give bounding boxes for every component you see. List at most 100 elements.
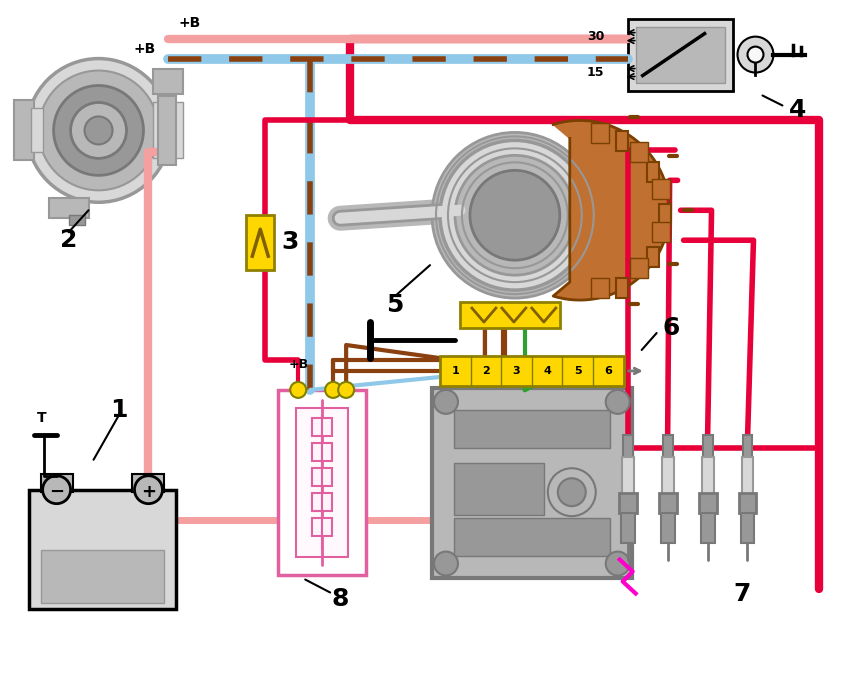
Circle shape	[434, 390, 458, 414]
Polygon shape	[554, 121, 670, 300]
Bar	[302, 427, 343, 442]
Bar	[247, 215, 274, 270]
Circle shape	[548, 469, 596, 516]
Bar	[636, 27, 725, 82]
Bar	[48, 198, 88, 219]
Text: 6: 6	[605, 366, 612, 376]
Circle shape	[606, 390, 630, 414]
Bar	[630, 142, 648, 162]
Text: 8: 8	[331, 588, 349, 612]
Bar	[312, 468, 332, 486]
Text: Τ: Τ	[36, 411, 46, 425]
Bar	[302, 540, 343, 556]
Text: 3: 3	[513, 366, 521, 376]
Bar	[302, 408, 343, 423]
Text: 5: 5	[387, 293, 404, 317]
Bar	[460, 302, 560, 328]
Bar	[432, 388, 631, 577]
Circle shape	[455, 155, 574, 275]
Circle shape	[85, 116, 112, 145]
Bar	[701, 512, 714, 543]
Bar	[658, 493, 676, 512]
Circle shape	[54, 86, 144, 175]
Bar	[30, 108, 42, 152]
Bar	[740, 512, 754, 543]
Text: 2: 2	[482, 366, 490, 376]
Text: +B: +B	[288, 358, 308, 371]
Bar	[628, 18, 733, 90]
Bar	[662, 457, 674, 516]
Bar	[296, 408, 348, 557]
Text: −: −	[49, 483, 64, 501]
Text: 2: 2	[60, 228, 77, 252]
Circle shape	[325, 382, 341, 398]
Bar	[302, 522, 343, 536]
Bar	[454, 410, 610, 448]
Circle shape	[434, 551, 458, 575]
Bar	[742, 435, 753, 457]
Bar	[302, 464, 343, 479]
Bar	[440, 356, 624, 386]
Text: +B: +B	[178, 16, 201, 29]
Bar	[616, 277, 628, 298]
Bar	[41, 549, 164, 603]
Bar	[647, 247, 659, 266]
Bar	[699, 493, 716, 512]
Bar	[661, 512, 675, 543]
Bar	[454, 463, 544, 514]
Text: 30: 30	[587, 30, 605, 43]
Bar	[623, 435, 632, 457]
Circle shape	[440, 140, 590, 290]
Bar	[312, 418, 332, 436]
Bar	[153, 68, 183, 94]
Bar	[618, 493, 637, 512]
Bar	[630, 258, 648, 278]
Bar	[312, 518, 332, 536]
Circle shape	[134, 475, 163, 503]
Text: 4: 4	[789, 99, 806, 123]
Bar	[741, 457, 753, 516]
Circle shape	[470, 171, 560, 260]
Circle shape	[558, 478, 586, 506]
Bar	[312, 493, 332, 510]
Text: +B: +B	[133, 42, 156, 55]
Bar	[279, 390, 366, 575]
Bar	[647, 162, 659, 182]
Bar	[302, 484, 343, 499]
Circle shape	[39, 71, 158, 190]
Circle shape	[606, 551, 630, 575]
Bar	[592, 123, 610, 142]
Text: 6: 6	[663, 316, 680, 340]
Bar	[68, 215, 85, 225]
Bar	[41, 474, 73, 492]
Bar	[622, 457, 634, 516]
Bar	[302, 446, 343, 461]
Circle shape	[747, 47, 764, 62]
Bar	[702, 435, 713, 457]
Text: 7: 7	[734, 582, 751, 606]
Bar	[739, 493, 757, 512]
Bar	[454, 518, 610, 556]
Bar	[621, 512, 635, 543]
Circle shape	[738, 36, 773, 73]
Bar	[658, 204, 670, 224]
Circle shape	[71, 103, 126, 158]
Bar	[652, 222, 670, 242]
Text: 15: 15	[587, 66, 605, 79]
Bar	[312, 443, 332, 461]
Circle shape	[42, 475, 71, 503]
Bar	[616, 131, 628, 151]
Text: 1: 1	[452, 366, 459, 376]
Text: 4: 4	[543, 366, 551, 376]
Bar	[14, 101, 34, 160]
Circle shape	[432, 132, 598, 298]
Circle shape	[27, 59, 170, 202]
Circle shape	[338, 382, 354, 398]
Bar	[652, 179, 670, 199]
Bar	[592, 277, 610, 298]
Text: +: +	[141, 483, 156, 501]
Bar	[153, 103, 183, 158]
Bar	[302, 503, 343, 518]
Text: 5: 5	[574, 366, 581, 376]
Bar	[158, 95, 176, 165]
